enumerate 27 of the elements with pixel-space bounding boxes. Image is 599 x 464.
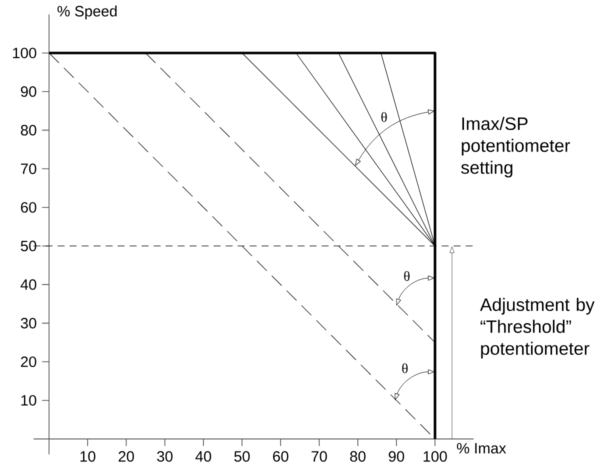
x-tick-label: 70 (312, 451, 327, 462)
y-axis-title: % Speed (57, 6, 117, 20)
annotation: θ (381, 112, 387, 122)
y-tick-label: 20 (20, 356, 36, 368)
x-tick-label: 100 (424, 451, 447, 462)
x-tick-label: 30 (157, 451, 173, 462)
y-tick-label: 90 (20, 86, 36, 97)
y-tick-label: 100 (13, 48, 36, 58)
x-tick-label: 10 (80, 451, 96, 462)
y-tick-label: 10 (21, 395, 36, 406)
x-tick-label: 20 (118, 451, 134, 462)
x-tick-label: 60 (273, 451, 288, 462)
x-tick-label: 40 (195, 451, 212, 462)
x-tick-label: 90 (388, 451, 404, 462)
annotation: Imax/SP potentiometer setting (461, 116, 570, 178)
y-tick-label: 80 (20, 124, 36, 136)
y-tick-label: 70 (21, 163, 36, 174)
y-tick-label: 30 (20, 318, 36, 328)
annotation: θ (404, 271, 410, 282)
y-tick-label: 40 (20, 279, 36, 290)
text: Adjustment by “Threshold” potentiometer (480, 298, 595, 358)
x-tick-label: 50 (234, 451, 250, 462)
x-axis-title: % Imax (456, 443, 506, 454)
x-tick-label: 80 (350, 451, 366, 462)
y-tick-label: 60 (21, 202, 36, 213)
annotation: θ (402, 363, 408, 374)
y-tick-label: 50 (20, 240, 36, 252)
